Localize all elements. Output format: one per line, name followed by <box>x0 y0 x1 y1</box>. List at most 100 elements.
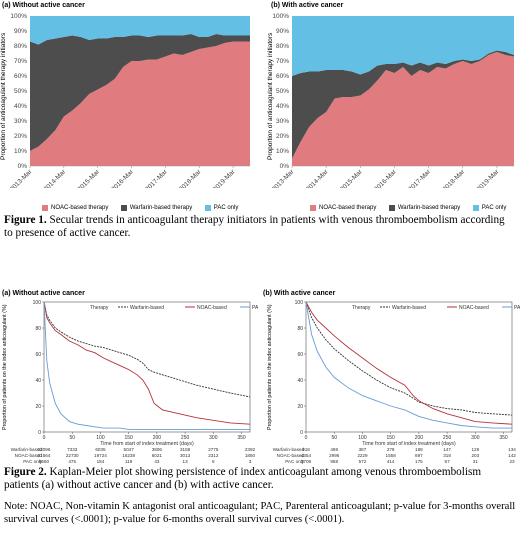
at-risk-count: 2312 <box>208 453 219 458</box>
x-tick-label: 2017-Mar <box>144 168 169 188</box>
legend-title: Therapy <box>90 305 109 311</box>
x-tick-label: 200 <box>153 435 162 441</box>
at-risk-count: 6 <box>212 459 215 464</box>
km-line-pac <box>305 301 512 429</box>
legend-label: Warfarin-based <box>392 305 426 311</box>
at-risk-count: 1850 <box>245 453 256 458</box>
legend-label: NOAC-based <box>459 305 489 311</box>
figure2-caption: Figure 2. Kaplan-Meier plot showing pers… <box>4 466 516 492</box>
y-tick-label: 0 <box>38 430 41 436</box>
km-line-noac <box>43 301 251 425</box>
y-tick-label: 60% <box>276 73 289 80</box>
area-series-warfarin <box>30 34 250 151</box>
at-risk-count: 1558 <box>386 453 397 458</box>
figure1-caption: Figure 1. Secular trends in anticoagulan… <box>4 214 516 240</box>
x-tick-label: 350 <box>499 435 508 441</box>
y-tick-label: 30% <box>276 118 289 125</box>
at-risk-count: 498 <box>330 447 338 452</box>
fig2a-panel-title: (a) Without active cancer <box>2 290 85 297</box>
legend-item-noac: NOAC-based therapy <box>42 205 108 211</box>
at-risk-count: 5047 <box>124 447 135 452</box>
at-risk-count: 3806 <box>152 447 163 452</box>
figure-note: Note: NOAC, Non-vitamin K antagonist ora… <box>4 501 516 525</box>
at-risk-count: 134 <box>508 447 516 452</box>
legend-item-noac: NOAC-based therapy <box>310 205 376 211</box>
at-risk-count: 203 <box>471 453 479 458</box>
at-risk-count: 31564 <box>38 453 51 458</box>
y-tick-label: 60 <box>35 352 41 358</box>
at-risk-count: 572 <box>359 459 367 464</box>
y-tick-label: 0% <box>18 163 28 170</box>
area-series-pac <box>292 16 514 76</box>
at-risk-count: 19724 <box>94 453 107 458</box>
x-tick-label: 100 <box>96 435 105 441</box>
at-risk-count: 142 <box>508 453 516 458</box>
x-tick-label: 150 <box>386 435 395 441</box>
figure1-caption-text: Secular trends in anticoagulant therapy … <box>4 214 505 239</box>
plot-frame <box>43 301 251 433</box>
at-risk-row-label: Warfarin-based <box>11 447 43 452</box>
at-risk-count: 3158 <box>180 447 191 452</box>
x-tick-label: 0 <box>43 435 46 441</box>
legend-swatch-warfarin <box>388 205 395 211</box>
figure1-caption-label: Figure 1. <box>4 214 47 226</box>
at-risk-count: 31 <box>473 459 479 464</box>
at-risk-count: 16238 <box>122 453 135 458</box>
fig1b-area-chart: 0% 10% 20% 30% 40% 50% 60% 70% 80% 90% 100% 2013-Ma… <box>271 13 514 188</box>
figure2-caption-text: Kaplan-Meier plot showing persistence of… <box>4 466 482 491</box>
at-risk-count: 318 <box>443 453 451 458</box>
at-risk-count: 119 <box>125 459 133 464</box>
at-risk-count: 23096 <box>38 447 51 452</box>
at-risk-count: 6021 <box>152 453 163 458</box>
area-series-pac <box>30 16 250 45</box>
y-tick-label: 10% <box>276 148 289 155</box>
legend-item-pac: PAC only <box>472 205 507 211</box>
legend-label-warfarin: Warfarin-based therapy <box>129 205 193 211</box>
x-tick-label: 150 <box>124 435 133 441</box>
legend-label-pac: PAC only <box>481 205 507 211</box>
y-tick-label: 90% <box>276 28 289 35</box>
y-tick-label: 0% <box>280 163 290 170</box>
at-risk-count: 43 <box>154 459 160 464</box>
legend-swatch-pac <box>204 205 211 211</box>
y-tick-label: 90% <box>14 28 27 35</box>
fig2b-km-chart: 0 20 40 60 80 100 0 50 100 150 200 250 300 350 Time fr… <box>273 300 520 464</box>
y-tick-label: 50% <box>276 88 289 95</box>
at-risk-count: 128 <box>471 447 479 452</box>
y-tick-label: 10% <box>14 148 27 155</box>
area-series-noac <box>292 52 514 166</box>
at-risk-count: 7333 <box>67 447 78 452</box>
x-tick-label: 2015-Mar <box>339 168 364 188</box>
at-risk-count: 414 <box>387 459 395 464</box>
fig1b-legend: NOAC-based therapy Warfarin-based therap… <box>310 198 514 216</box>
at-risk-count: 6035 <box>95 447 106 452</box>
y-tick-label: 20% <box>14 133 27 140</box>
y-tick-label: 30% <box>14 118 27 125</box>
at-risk-row-label: PAC only <box>285 459 305 464</box>
y-tick-label: 40% <box>14 103 27 110</box>
at-risk-count: 13 <box>183 459 189 464</box>
y-tick-label: 80% <box>14 43 27 50</box>
at-risk-count: 23 <box>509 459 515 464</box>
x-tick-label: 2015-Mar <box>76 168 101 188</box>
at-risk-count: 279 <box>387 447 395 452</box>
x-tick-label: 300 <box>471 435 480 441</box>
at-risk-count: 958 <box>330 459 338 464</box>
x-tick-label: 0 <box>305 435 308 441</box>
at-risk-count: 147 <box>443 447 451 452</box>
legend-swatch-noac <box>310 205 316 211</box>
y-tick-label: 80% <box>276 43 289 50</box>
y-tick-label: 40 <box>297 378 303 384</box>
at-risk-row-label: PAC only <box>23 459 43 464</box>
x-tick-label: 100 <box>358 435 367 441</box>
km-line-warfarin <box>43 301 251 398</box>
at-risk-count: 2775 <box>208 447 219 452</box>
y-tick-label: 60% <box>14 73 27 80</box>
x-tick-label: 250 <box>181 435 190 441</box>
y-tick-label: 100% <box>272 13 289 20</box>
at-risk-count: 184 <box>97 459 105 464</box>
at-risk-count: 3 <box>249 459 252 464</box>
legend-item-warfarin: Warfarin-based therapy <box>120 205 193 211</box>
fig2b-panel-title: (b) With active cancer <box>263 290 336 297</box>
at-risk-count: 697 <box>415 453 423 458</box>
